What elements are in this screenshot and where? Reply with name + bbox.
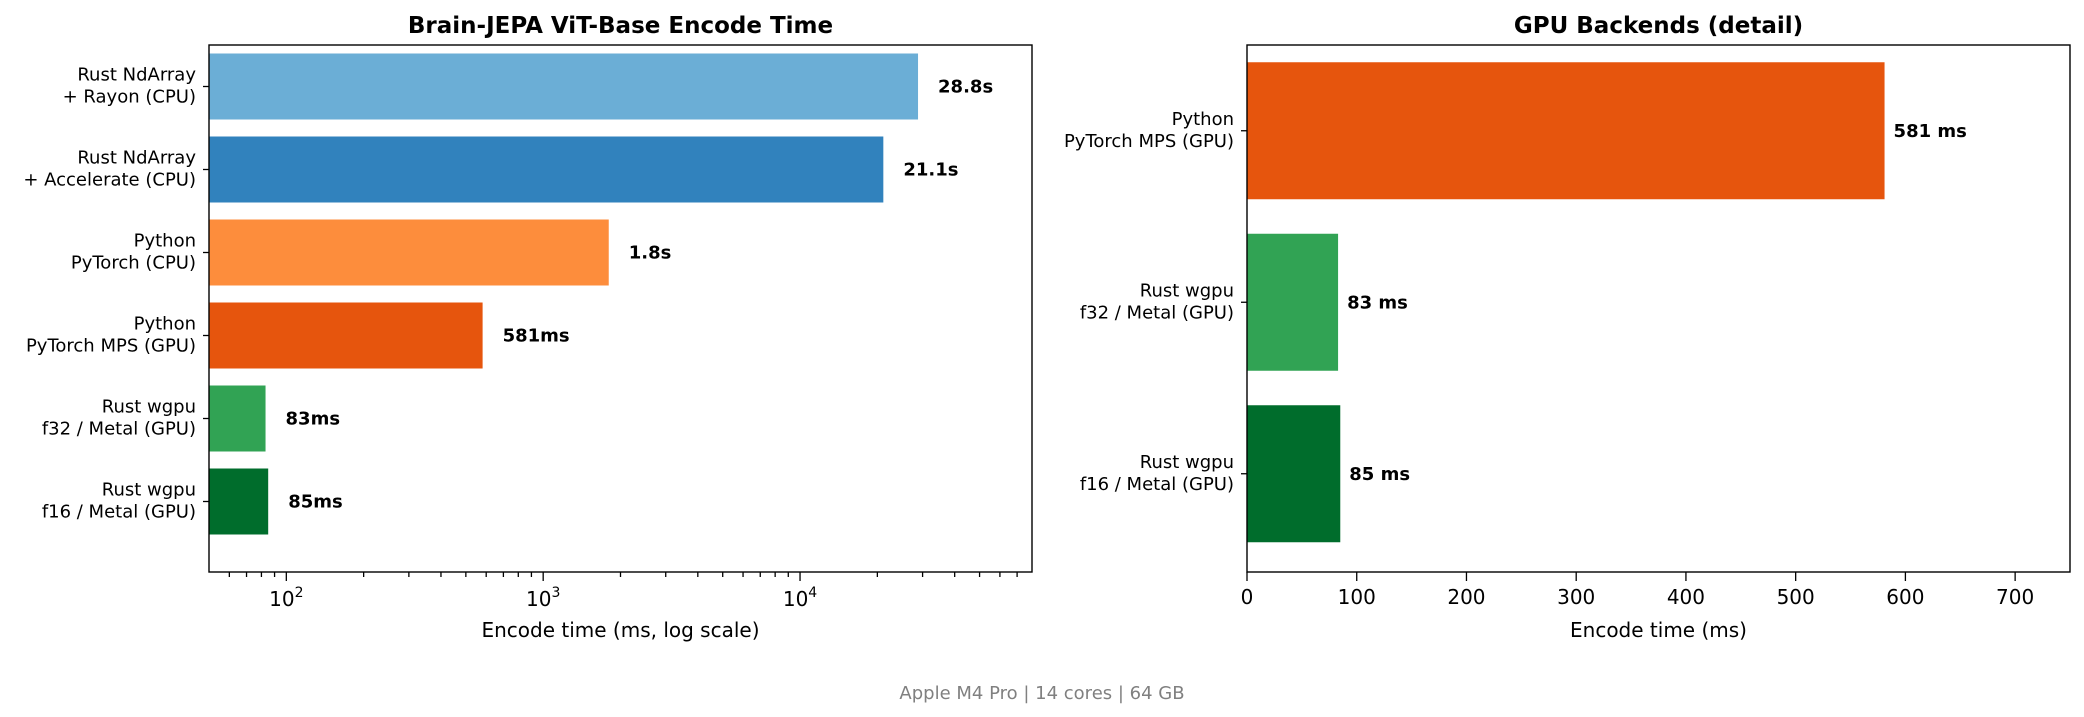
bar <box>1247 62 1885 200</box>
x-axis-label: Encode time (ms) <box>1570 618 1747 642</box>
x-tick-label: 200 <box>1447 585 1485 609</box>
bar-value-label: 581ms <box>503 326 570 347</box>
bar-value-label: 85ms <box>288 492 343 513</box>
category-label: Rust wgpu f16 / Metal (GPU) <box>1080 452 1234 495</box>
category-label: Python PyTorch MPS (GPU) <box>1064 109 1234 152</box>
bar-value-label: 21.1s <box>903 160 958 181</box>
x-tick-label: 700 <box>1996 585 2034 609</box>
category-label: Python PyTorch MPS (GPU) <box>26 314 196 357</box>
bar-value-label: 83 ms <box>1347 292 1408 313</box>
x-tick-label: 600 <box>1886 585 1924 609</box>
category-label: Python PyTorch (CPU) <box>71 231 196 274</box>
chart-panel-1: Brain-JEPA ViT-Base Encode Time 28.8s Rust… <box>23 13 1033 642</box>
bar <box>209 136 884 203</box>
x-tick-label: 104 <box>783 585 817 611</box>
bar <box>209 219 609 286</box>
bar <box>1247 233 1339 371</box>
chart-panel-2: GPU Backends (detail) 581 ms Python PyTorch… <box>1064 13 2071 642</box>
bar <box>209 53 919 120</box>
x-tick-label: 103 <box>526 585 560 611</box>
plot-frame <box>1246 44 2071 573</box>
x-axis-label: Encode time (ms, log scale) <box>481 618 759 642</box>
footer-note: Apple M4 Pro | 14 cores | 64 GB <box>899 683 1184 704</box>
bar <box>209 385 266 452</box>
x-tick-label: 0 <box>1241 585 1254 609</box>
x-tick-label: 400 <box>1667 585 1705 609</box>
category-label: Rust wgpu f32 / Metal (GPU) <box>42 397 196 440</box>
bar-value-label: 1.8s <box>629 243 672 264</box>
bar-value-label: 28.8s <box>938 77 993 98</box>
category-label: Rust wgpu f32 / Metal (GPU) <box>1080 280 1234 323</box>
bar-value-label: 581 ms <box>1894 121 1967 142</box>
bar <box>1247 405 1341 543</box>
x-tick-label: 300 <box>1557 585 1595 609</box>
chart-title: Brain-JEPA ViT-Base Encode Time <box>408 13 833 39</box>
bar <box>209 302 483 369</box>
category-label: Rust NdArray + Accelerate (CPU) <box>23 148 196 191</box>
x-tick-label: 102 <box>269 585 303 611</box>
bar-value-label: 85 ms <box>1349 464 1410 485</box>
x-tick-label: 500 <box>1777 585 1815 609</box>
bar <box>209 468 269 535</box>
bar-value-label: 83ms <box>286 409 341 430</box>
chart-title: GPU Backends (detail) <box>1514 13 1803 39</box>
category-label: Rust NdArray + Rayon (CPU) <box>63 65 197 108</box>
x-tick-label: 100 <box>1338 585 1376 609</box>
category-label: Rust wgpu f16 / Metal (GPU) <box>42 480 196 523</box>
